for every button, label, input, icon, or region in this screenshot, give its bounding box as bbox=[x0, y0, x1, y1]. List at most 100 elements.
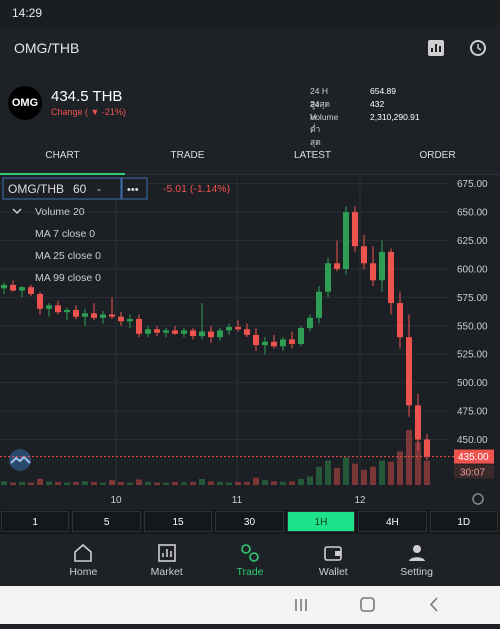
candle-body bbox=[136, 318, 142, 334]
interval-button[interactable]: 30 bbox=[215, 511, 284, 532]
stat-label: Volume : bbox=[310, 112, 339, 135]
volume-bar bbox=[118, 481, 124, 485]
nav-label: Trade bbox=[236, 566, 264, 578]
x-label: 11 bbox=[232, 495, 243, 506]
tab[interactable]: LATEST bbox=[293, 150, 332, 161]
interval-button[interactable]: 1D bbox=[429, 511, 498, 532]
collapse-icon[interactable] bbox=[12, 208, 22, 215]
candle-body bbox=[73, 309, 79, 317]
interval-button[interactable]: 4H bbox=[358, 511, 427, 532]
candle-body bbox=[172, 330, 178, 334]
stat-label: 24 H สูงสุด : bbox=[310, 86, 331, 121]
volume-bar bbox=[91, 481, 97, 485]
volume-bar bbox=[352, 463, 358, 485]
volume-bar bbox=[199, 478, 205, 485]
tab[interactable]: ORDER bbox=[419, 150, 456, 161]
candle-body bbox=[226, 326, 232, 331]
status-bar: 14:29 bbox=[0, 0, 500, 26]
nav-item[interactable]: Setting bbox=[377, 538, 457, 582]
volume-bar bbox=[10, 482, 16, 485]
pair-title: OMG/THB bbox=[14, 40, 80, 56]
change: -5.01 (-1.14%) bbox=[163, 183, 230, 195]
history-icon[interactable] bbox=[470, 40, 486, 56]
candle-body bbox=[316, 291, 322, 318]
volume-bar bbox=[388, 461, 394, 485]
candle-body bbox=[298, 328, 304, 345]
volume-bar bbox=[235, 481, 241, 485]
indicator: MA 99 close 0 bbox=[35, 272, 101, 284]
candle-body bbox=[370, 263, 376, 281]
interval-bar: 1 5 15 30 1H 4H 1D bbox=[0, 510, 500, 534]
bottom-nav: Home Market Trade Wallet Setting bbox=[0, 538, 500, 584]
candle-body bbox=[253, 334, 259, 346]
price: 434.5 THB bbox=[51, 88, 123, 105]
candle-body bbox=[379, 251, 385, 281]
interval: 60 bbox=[73, 182, 87, 196]
candle-body bbox=[424, 439, 430, 457]
nav-item[interactable]: Wallet bbox=[293, 538, 373, 582]
candle-body bbox=[307, 317, 313, 329]
symbol: OMG/THB bbox=[8, 182, 64, 196]
volume-bar bbox=[217, 481, 223, 485]
nav-icon bbox=[241, 544, 259, 562]
countdown: 30:07 bbox=[460, 468, 485, 479]
candle-body bbox=[280, 339, 286, 347]
header-icons bbox=[428, 40, 486, 56]
volume-bar bbox=[334, 467, 340, 485]
candle-body bbox=[64, 309, 70, 313]
volume-bar bbox=[379, 460, 385, 485]
volume-bar bbox=[208, 481, 214, 485]
more[interactable]: ••• bbox=[127, 184, 139, 196]
more-box[interactable] bbox=[121, 177, 148, 200]
candle-body bbox=[388, 251, 394, 304]
volume-bar bbox=[127, 482, 133, 485]
interval-button[interactable]: 1 bbox=[1, 511, 70, 532]
volume-bar bbox=[343, 457, 349, 485]
volume-bar bbox=[370, 466, 376, 485]
interval-button[interactable]: 15 bbox=[143, 511, 213, 532]
nav-item[interactable]: Market bbox=[127, 538, 207, 582]
last-price-label: 435.00 bbox=[458, 452, 489, 463]
chart-bg bbox=[0, 175, 500, 510]
nav-label: Setting bbox=[400, 566, 433, 578]
tab[interactable]: CHART bbox=[0, 140, 125, 175]
candle-body bbox=[154, 329, 160, 333]
change: Change ( ▼ -21%) bbox=[51, 107, 126, 117]
y-tick-label: 675.00 bbox=[457, 179, 488, 190]
y-tick-label: 575.00 bbox=[457, 293, 488, 304]
interval-button[interactable]: 1H bbox=[286, 511, 356, 532]
nav-item[interactable]: Home bbox=[43, 538, 123, 582]
volume-bar bbox=[37, 478, 43, 485]
volume-bar bbox=[154, 482, 160, 485]
interval-button[interactable]: 5 bbox=[72, 511, 141, 532]
candle-body bbox=[325, 263, 331, 292]
candle-body bbox=[262, 341, 268, 346]
y-tick-label: 625.00 bbox=[457, 236, 488, 247]
candle-body bbox=[109, 314, 115, 317]
volume-bar bbox=[82, 481, 88, 485]
volume-bar bbox=[307, 476, 313, 485]
volume-bar bbox=[244, 481, 250, 485]
nav-item[interactable]: Trade bbox=[210, 538, 290, 582]
volume-bar bbox=[64, 482, 70, 485]
volume-bar bbox=[361, 469, 367, 485]
nav-icon bbox=[324, 546, 343, 561]
stat-value: 2,310,290.91 bbox=[370, 112, 420, 122]
volume-bar bbox=[316, 466, 322, 485]
stat-value: 654.89 bbox=[370, 86, 396, 96]
y-tick-label: 600.00 bbox=[457, 264, 488, 275]
chart: 10 11 12 675.00 650.00 625.00 600.00 575.00 550.… bbox=[0, 175, 500, 510]
x-label: 10 bbox=[110, 495, 122, 506]
candle-body bbox=[1, 284, 7, 289]
candle-body bbox=[10, 284, 16, 291]
stat-value: 432 bbox=[370, 99, 385, 109]
candle-body bbox=[235, 326, 241, 330]
tab[interactable]: TRADE bbox=[170, 150, 205, 161]
nav-label: Market bbox=[150, 566, 183, 578]
volume-bar bbox=[397, 451, 403, 485]
settings-icon[interactable] bbox=[472, 493, 484, 505]
volume-bar bbox=[163, 482, 169, 485]
candle-body bbox=[181, 330, 187, 334]
y-tick-label: 525.00 bbox=[457, 350, 488, 361]
candle-body bbox=[91, 313, 97, 318]
